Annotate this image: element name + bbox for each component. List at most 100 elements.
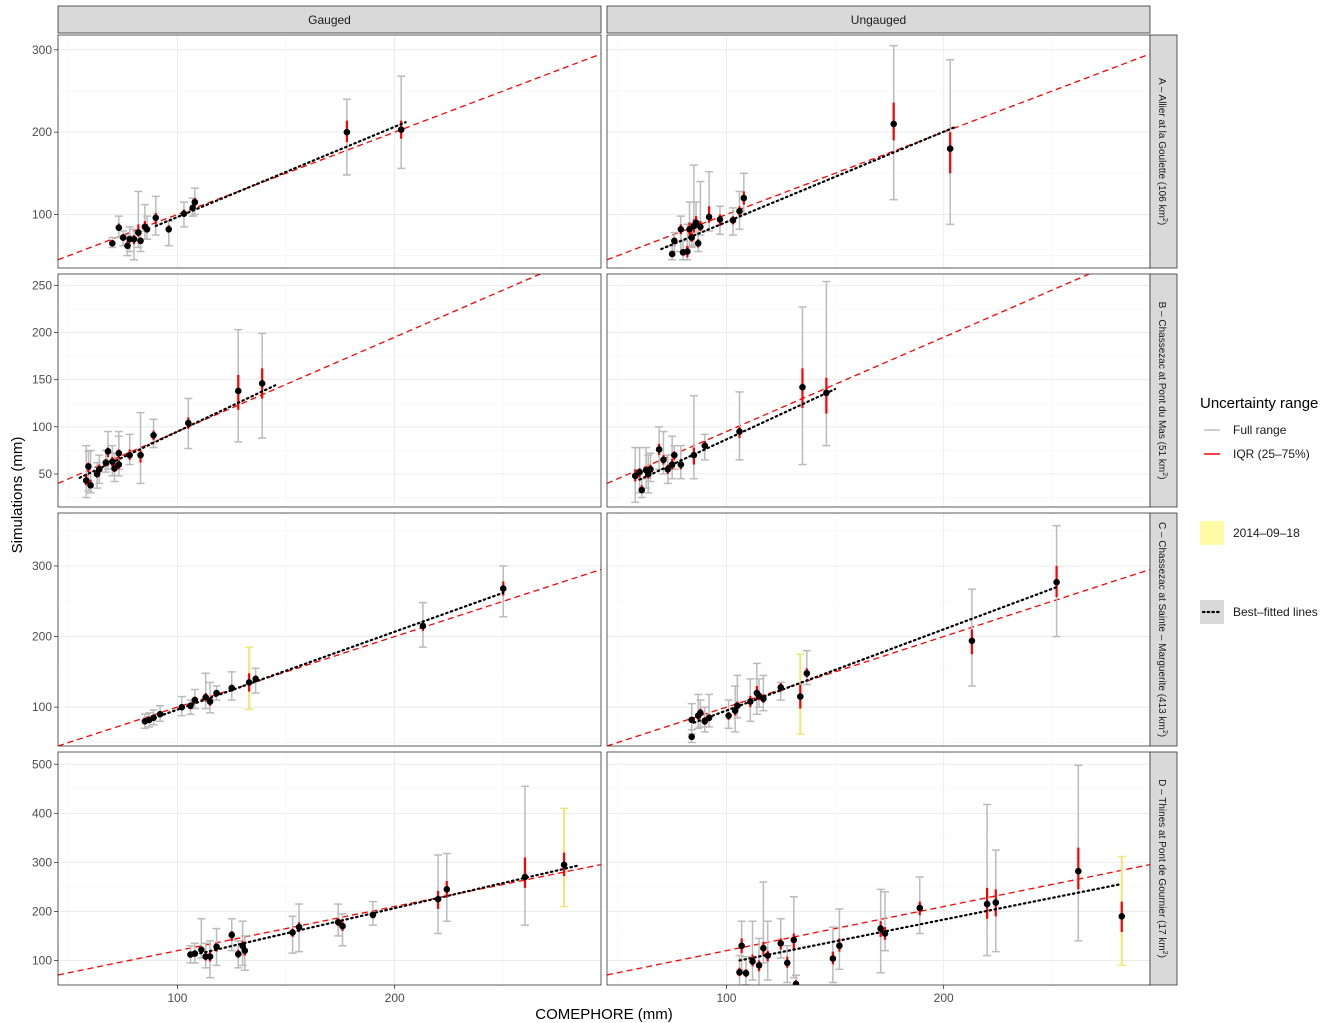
strip-row-b-label: B – Chassezac at Pont du Mas (51 km2) bbox=[1156, 302, 1168, 480]
data-point bbox=[677, 226, 685, 233]
data-point bbox=[137, 237, 144, 245]
data-point bbox=[688, 733, 696, 741]
data-point bbox=[111, 465, 118, 472]
data-point bbox=[434, 895, 442, 903]
data-point bbox=[736, 207, 743, 215]
y-tick-label: 100 bbox=[32, 700, 52, 714]
data-point bbox=[234, 387, 242, 395]
data-point bbox=[1118, 913, 1126, 920]
strip-row-d bbox=[1149, 751, 1178, 986]
data-point bbox=[191, 950, 199, 957]
data-point bbox=[729, 216, 737, 224]
data-point bbox=[206, 953, 214, 960]
data-point bbox=[877, 925, 884, 932]
panel-border bbox=[57, 512, 602, 747]
data-point bbox=[992, 899, 1000, 906]
data-point bbox=[968, 637, 976, 645]
y-tick-label: 100 bbox=[32, 953, 52, 967]
data-point bbox=[202, 693, 209, 701]
data-point bbox=[119, 234, 127, 241]
y-tick-label: 50 bbox=[39, 467, 53, 481]
reference-line bbox=[58, 53, 601, 261]
data-point bbox=[684, 248, 691, 255]
panel-background bbox=[58, 752, 601, 985]
data-point bbox=[638, 486, 646, 494]
x-axis-title: COMEPHORE (mm) bbox=[535, 1006, 673, 1023]
data-point bbox=[668, 250, 676, 258]
strip-row-c bbox=[1149, 512, 1178, 747]
panel-grid: 100 200 300 50 100 150 200 250 100 200 300 100 200 30… bbox=[32, 34, 1151, 1005]
y-tick-label: 200 bbox=[32, 904, 52, 918]
y-tick-label: 400 bbox=[32, 806, 52, 820]
data-point bbox=[150, 432, 157, 439]
data-point bbox=[983, 900, 991, 908]
data-point bbox=[115, 224, 123, 231]
data-point bbox=[109, 240, 116, 247]
data-point bbox=[797, 693, 804, 700]
data-point bbox=[655, 446, 663, 453]
data-point bbox=[343, 128, 351, 136]
data-point bbox=[916, 904, 924, 912]
data-point bbox=[890, 120, 898, 128]
best-fit-line bbox=[738, 882, 1123, 962]
panel-plot-area bbox=[58, 785, 601, 979]
data-point bbox=[764, 952, 772, 959]
data-point bbox=[95, 465, 103, 473]
data-point bbox=[289, 929, 296, 936]
x-tick-label: 200 bbox=[385, 991, 405, 1005]
data-point bbox=[677, 461, 685, 468]
data-point bbox=[692, 219, 700, 227]
data-point bbox=[87, 482, 94, 489]
data-point bbox=[1075, 867, 1082, 875]
data-point bbox=[228, 931, 236, 939]
data-point bbox=[499, 585, 507, 592]
panel-a-gauged bbox=[57, 34, 602, 269]
panel-background bbox=[607, 513, 1150, 746]
data-point bbox=[734, 702, 741, 710]
data-point bbox=[334, 918, 342, 926]
panel-plot-area bbox=[607, 44, 1150, 261]
data-point bbox=[228, 684, 236, 692]
y-tick-label: 300 bbox=[32, 43, 52, 57]
data-point bbox=[152, 214, 160, 222]
best-fit-line bbox=[189, 864, 581, 957]
data-point bbox=[631, 472, 639, 480]
data-point bbox=[777, 940, 785, 947]
best-fit-line bbox=[143, 591, 505, 723]
data-point bbox=[165, 226, 173, 233]
data-point bbox=[234, 950, 242, 958]
data-point bbox=[295, 923, 303, 931]
panel-plot-area bbox=[58, 565, 601, 746]
y-tick-label: 200 bbox=[32, 125, 52, 139]
panel-border bbox=[57, 34, 602, 269]
data-point bbox=[690, 451, 698, 459]
data-point bbox=[755, 962, 763, 969]
reference-line bbox=[58, 863, 601, 976]
data-point bbox=[130, 235, 138, 243]
data-point bbox=[736, 968, 743, 976]
data-point bbox=[792, 980, 800, 985]
data-point bbox=[1053, 578, 1060, 586]
data-point bbox=[803, 669, 811, 677]
strip-row-a bbox=[1149, 34, 1178, 269]
data-point bbox=[697, 709, 704, 717]
panel-d-gauged bbox=[57, 751, 602, 986]
data-point bbox=[749, 958, 756, 965]
data-point bbox=[671, 451, 678, 459]
best-fit-line bbox=[692, 586, 1058, 724]
data-point bbox=[185, 419, 192, 427]
data-point bbox=[339, 922, 346, 930]
data-point bbox=[252, 675, 259, 683]
strip-row-c-label: C – Chassezac at Sainte – Marguerite (41… bbox=[1156, 522, 1168, 737]
strip-row-b bbox=[1149, 273, 1178, 508]
data-point bbox=[760, 695, 767, 702]
x-tick-label: 100 bbox=[716, 991, 736, 1005]
y-axis-title: Simulations (mm) bbox=[9, 437, 26, 554]
data-point bbox=[725, 712, 732, 719]
data-point bbox=[137, 451, 144, 459]
data-point bbox=[688, 234, 696, 241]
data-point bbox=[178, 703, 186, 711]
column-strips: Gauged Ungauged bbox=[57, 5, 1151, 34]
y-tick-label: 150 bbox=[32, 373, 52, 387]
data-point bbox=[783, 959, 791, 967]
